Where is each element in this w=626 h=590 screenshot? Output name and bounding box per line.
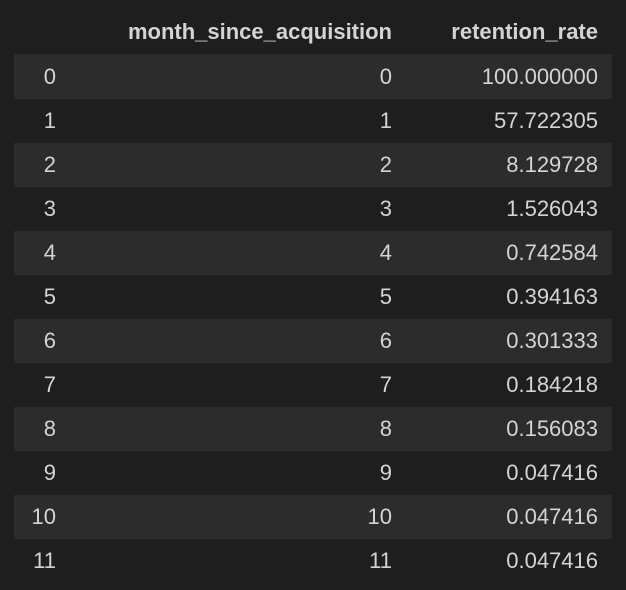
table-row: 0 0 100.000000 xyxy=(14,54,612,99)
row-index-cell: 7 xyxy=(43,372,56,397)
table-row: 9 9 0.047416 xyxy=(14,451,612,495)
row-index-cell: 10 xyxy=(31,504,56,529)
dataframe-table: month_since_acquisition retention_rate 0… xyxy=(14,10,612,583)
retention-rate-cell: 57.722305 xyxy=(494,108,598,133)
month-since-acquisition-cell: 1 xyxy=(379,108,392,133)
retention-rate-cell: 0.047416 xyxy=(506,548,598,573)
month-since-acquisition-cell: 3 xyxy=(379,196,392,221)
table-row: 6 6 0.301333 xyxy=(14,319,612,363)
retention-rate-header: retention_rate xyxy=(406,10,612,55)
retention-rate-cell: 0.156083 xyxy=(506,416,598,441)
retention-rate-cell: 0.047416 xyxy=(506,504,598,529)
table-row: 8 8 0.156083 xyxy=(14,407,612,451)
retention-rate-cell: 0.047416 xyxy=(506,460,598,485)
table-row: 5 5 0.394163 xyxy=(14,275,612,319)
table-row: 1 1 57.722305 xyxy=(14,99,612,143)
retention-rate-cell: 0.301333 xyxy=(506,328,598,353)
retention-rate-cell: 1.526043 xyxy=(506,196,598,221)
month-since-acquisition-header: month_since_acquisition xyxy=(70,10,406,55)
row-index-cell: 5 xyxy=(43,284,56,309)
month-since-acquisition-cell: 2 xyxy=(379,152,392,177)
retention-rate-cell: 0.394163 xyxy=(506,284,598,309)
retention-rate-cell: 0.184218 xyxy=(506,372,598,397)
table-row: 2 2 8.129728 xyxy=(14,143,612,187)
row-index-cell: 4 xyxy=(43,240,56,265)
row-index-cell: 2 xyxy=(43,152,56,177)
table-row: 10 10 0.047416 xyxy=(14,495,612,539)
row-index-cell: 11 xyxy=(33,548,56,573)
month-since-acquisition-cell: 0 xyxy=(379,64,392,89)
table-row: 3 3 1.526043 xyxy=(14,187,612,231)
row-index-cell: 9 xyxy=(43,460,56,485)
month-since-acquisition-cell: 10 xyxy=(367,504,392,529)
row-index-cell: 8 xyxy=(43,416,56,441)
retention-rate-cell: 0.742584 xyxy=(506,240,598,265)
table-row: 7 7 0.184218 xyxy=(14,363,612,407)
month-since-acquisition-cell: 11 xyxy=(369,548,392,573)
row-index-cell: 1 xyxy=(43,108,56,133)
table-row: 4 4 0.742584 xyxy=(14,231,612,275)
row-index-cell: 3 xyxy=(43,196,56,221)
month-since-acquisition-cell: 8 xyxy=(379,416,392,441)
month-since-acquisition-cell: 9 xyxy=(379,460,392,485)
table-header: month_since_acquisition retention_rate xyxy=(14,10,612,55)
month-since-acquisition-cell: 4 xyxy=(379,240,392,265)
table-body: 0 0 100.000000 1 1 57.722305 2 2 8.129728 3 3 1.526… xyxy=(14,54,612,583)
table-row: 11 11 0.047416 xyxy=(14,539,612,583)
retention-rate-cell: 8.129728 xyxy=(506,152,598,177)
row-index-cell: 0 xyxy=(43,64,56,89)
month-since-acquisition-cell: 7 xyxy=(379,372,392,397)
dataframe-output: month_since_acquisition retention_rate 0… xyxy=(14,10,612,583)
retention-rate-cell: 100.000000 xyxy=(481,64,598,89)
header-row: month_since_acquisition retention_rate xyxy=(14,10,612,55)
month-since-acquisition-cell: 6 xyxy=(379,328,392,353)
index-column-header xyxy=(14,10,70,55)
row-index-cell: 6 xyxy=(43,328,56,353)
month-since-acquisition-cell: 5 xyxy=(379,284,392,309)
